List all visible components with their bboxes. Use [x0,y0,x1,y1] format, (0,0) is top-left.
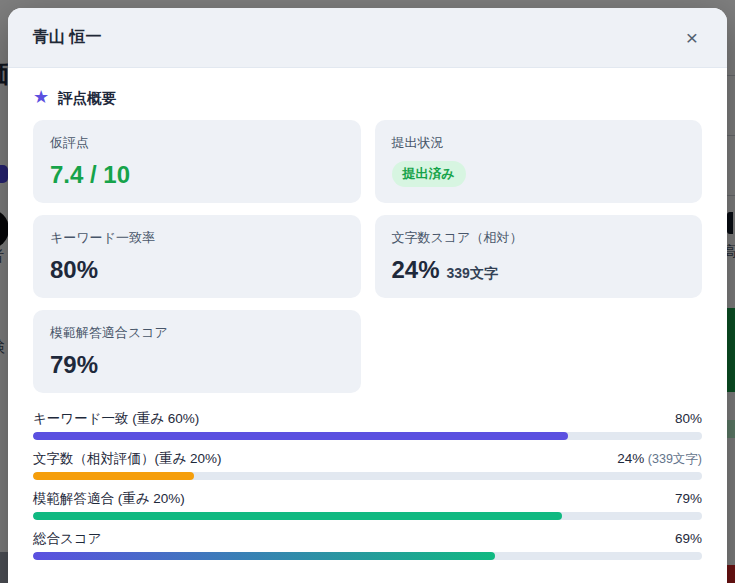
stat-card-value: 80% [50,256,344,284]
stat-card: 仮評点 7.4 / 10 [33,120,361,203]
stat-card-value: 79% [50,351,344,379]
score-bar-row: キーワード一致 (重み 60%) 80% [33,410,702,440]
status-badge: 提出済み [392,161,466,187]
score-detail-modal: 青山 恒一 × ★ 評点概要 仮評点 7.4 / 10 提出状況提出済みキーワード一… [8,8,727,583]
modal-body: ★ 評点概要 仮評点 7.4 / 10 提出状況提出済みキーワード一致率 80% 文字数… [8,68,727,560]
bar-label: 文字数（相対評価）(重み 20%) [33,450,222,468]
score-bar-row: 総合スコア 69% [33,530,702,560]
modal-title: 青山 恒一 [33,27,101,48]
stat-card-label: 仮評点 [50,134,344,152]
bar-label: 総合スコア [33,530,101,548]
stats-grid: 仮評点 7.4 / 10 提出状況提出済みキーワード一致率 80% 文字数スコア（相対）… [33,120,702,393]
stat-card: 提出状況提出済み [375,120,703,203]
close-icon[interactable]: × [682,27,702,48]
stat-card-value: 24%339文字 [392,256,686,284]
modal-header: 青山 恒一 × [8,8,727,68]
section-title: 評点概要 [58,89,116,108]
stat-card-label: 提出状況 [392,134,686,152]
stat-card: キーワード一致率 80% [33,215,361,298]
progress-fill [33,432,568,440]
score-bar-row: 文字数（相対評価）(重み 20%) 24% (339文字) [33,450,702,480]
stat-card-value: 7.4 / 10 [50,161,344,189]
bar-label: キーワード一致 (重み 60%) [33,410,199,428]
bar-label: 模範解答適合 (重み 20%) [33,490,185,508]
progress-track [33,432,702,440]
score-bars: キーワード一致 (重み 60%) 80% 文字数（相対評価）(重み 20%) 24% … [33,410,702,560]
progress-fill [33,512,562,520]
progress-fill [33,472,194,480]
score-bar-row: 模範解答適合 (重み 20%) 79% [33,490,702,520]
stat-card-label: 模範解答適合スコア [50,324,344,342]
stat-card-label: 文字数スコア（相対） [392,229,686,247]
stat-card-suffix: 339文字 [447,265,498,281]
bar-value: 24% (339文字) [617,451,702,468]
progress-track [33,472,702,480]
progress-track [33,512,702,520]
star-icon: ★ [33,88,49,106]
bar-value: 79% [675,491,702,506]
bar-value: 80% [675,411,702,426]
bar-value: 69% [675,531,702,546]
stat-card: 文字数スコア（相対） 24%339文字 [375,215,703,298]
stat-card: 模範解答適合スコア 79% [33,310,361,393]
section-header: ★ 評点概要 [33,90,702,106]
progress-fill [33,552,495,560]
stat-card-label: キーワード一致率 [50,229,344,247]
progress-track [33,552,702,560]
